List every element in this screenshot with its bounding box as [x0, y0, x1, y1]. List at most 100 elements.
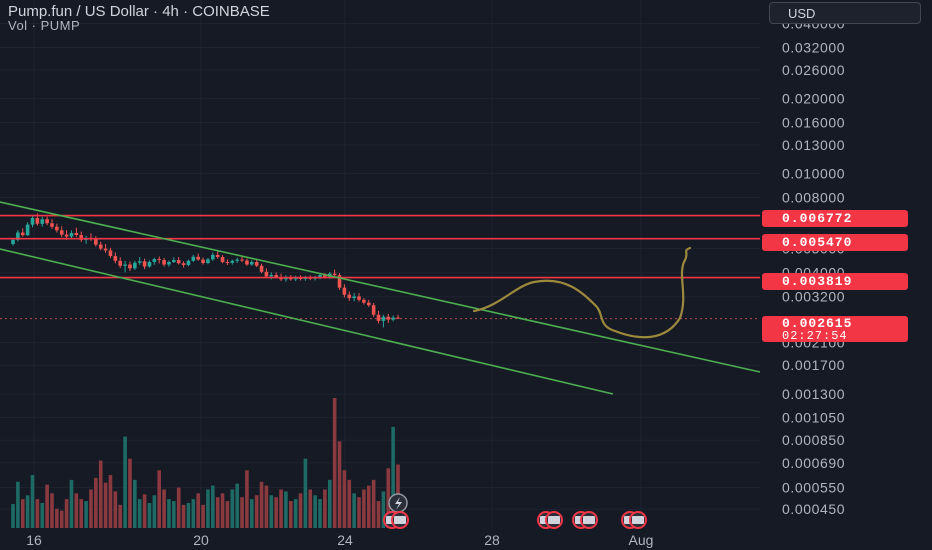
candle-body	[79, 235, 84, 240]
y-tick-label: 0.000690	[782, 455, 845, 471]
volume-bar	[84, 501, 88, 528]
candle-body	[162, 260, 166, 265]
volume-bar	[342, 470, 347, 528]
y-tick-label: 0.000450	[782, 501, 845, 517]
volume-bar	[293, 499, 298, 528]
volume-bar	[45, 484, 49, 528]
candle-body	[59, 230, 64, 235]
volume-bar	[211, 485, 215, 528]
candle-body	[391, 317, 395, 320]
candle-body	[186, 260, 191, 266]
candle-body	[20, 232, 25, 236]
candle-body	[201, 259, 205, 264]
candle-body	[55, 226, 59, 231]
candle-body	[25, 224, 30, 236]
candle-body	[269, 275, 274, 277]
channel-upper-line	[0, 201, 761, 373]
symbol-title[interactable]: Pump.fun / US Dollar · 4h · COINBASE	[8, 3, 270, 20]
candle-body	[123, 264, 127, 266]
volume-bar	[64, 499, 69, 528]
volume-bar	[59, 510, 64, 528]
candle-body	[103, 248, 108, 251]
volume-bar	[79, 499, 84, 528]
y-tick-label: 0.001300	[782, 386, 845, 402]
volume-bar	[133, 479, 137, 528]
y-tick-label: 0.003200	[782, 289, 845, 305]
volume-bar	[201, 504, 205, 528]
candle-body	[40, 219, 45, 224]
y-tick-label: 0.001050	[782, 409, 845, 425]
flag-shape	[583, 516, 595, 524]
volume-bar	[220, 493, 225, 528]
volume-bar	[323, 489, 327, 528]
x-tick-label: Aug	[629, 532, 654, 548]
event-flag-icon[interactable]	[391, 511, 409, 529]
candle-body	[371, 305, 376, 315]
event-flag-icon[interactable]	[629, 511, 647, 529]
volume-bar	[147, 502, 152, 528]
channel-lower-line	[0, 248, 614, 395]
volume-bar	[152, 495, 157, 528]
y-tick-label: 0.000850	[782, 432, 845, 448]
candle-body	[318, 275, 322, 278]
volume-bar	[284, 491, 288, 528]
y-tick-label: 0.000550	[782, 479, 845, 495]
candle-body	[50, 223, 54, 227]
volume-bar	[259, 481, 264, 528]
event-flag-icon[interactable]	[580, 511, 598, 529]
volume-bar	[376, 501, 381, 528]
y-tick-label: 0.032000	[782, 39, 845, 55]
candle-body	[137, 261, 142, 263]
volume-bar	[35, 499, 40, 528]
currency-select[interactable]: USD	[769, 2, 921, 24]
volume-bar	[391, 426, 395, 528]
candle-body	[259, 265, 264, 272]
candle-body	[206, 259, 210, 264]
lightning-icon[interactable]	[388, 493, 408, 513]
volume-bar	[254, 495, 259, 528]
candle-body	[396, 317, 400, 319]
candle-body	[298, 277, 303, 279]
lightning-glyph	[395, 497, 402, 510]
volume-bar	[279, 489, 283, 528]
volume-bar	[89, 489, 93, 528]
volume-bar	[40, 502, 45, 528]
volume-bar	[181, 504, 186, 528]
grid-lines	[0, 0, 760, 528]
event-markers[interactable]	[383, 493, 647, 529]
candle-body	[386, 316, 391, 320]
candle-body	[215, 254, 220, 257]
volume-bar	[274, 497, 278, 528]
candle-body	[352, 296, 356, 299]
volume-bar	[123, 436, 127, 528]
candle-body	[249, 262, 254, 265]
volume-bar	[206, 489, 210, 528]
y-tick-label: 0.026000	[782, 62, 845, 78]
candle-body	[108, 250, 113, 257]
volume-bar	[225, 501, 230, 528]
volume-bar	[176, 487, 181, 528]
current-price-label: 0.002615 02:27:54	[762, 316, 908, 342]
event-flag-icon[interactable]	[545, 511, 563, 529]
volume-bar	[235, 483, 239, 528]
candle-body	[191, 256, 196, 261]
price-axis: 0.0400000.0320000.0260000.0200000.016000…	[782, 15, 845, 517]
candle-body	[274, 275, 278, 278]
volume-bar	[264, 485, 269, 528]
candle-body	[16, 232, 20, 240]
volume-bar	[172, 501, 176, 528]
volume-legend[interactable]: Vol · PUMP	[8, 18, 81, 33]
volume-bar	[288, 501, 293, 528]
candle-body	[172, 260, 176, 263]
candle-body	[376, 314, 381, 321]
candle-body	[64, 234, 69, 237]
volume-bar	[196, 493, 200, 528]
flag-shape	[394, 516, 406, 524]
volume-bar	[25, 495, 30, 528]
flag-shape	[548, 516, 560, 524]
volume-bar	[318, 499, 322, 528]
volume-bar	[308, 489, 313, 528]
volume-bar	[69, 479, 74, 528]
flag-shape	[632, 516, 644, 524]
volume-bar	[362, 489, 366, 528]
